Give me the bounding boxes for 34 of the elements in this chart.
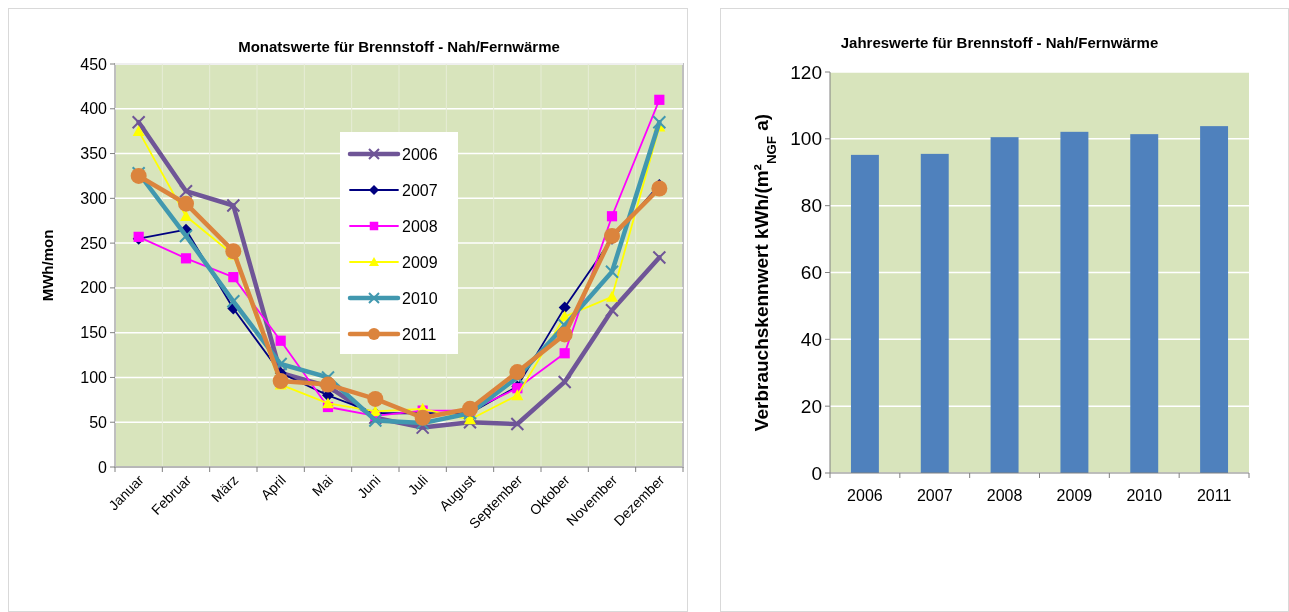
x-tick-label: Mai [308, 471, 337, 500]
x-tick-label: 2006 [847, 487, 883, 504]
x-tick-label: 2007 [916, 487, 953, 504]
chart-title: Jahreswerte für Brennstoff - Nah/Fernwärme [840, 34, 1159, 51]
x-tick-label: 2010 [1126, 487, 1163, 504]
x-tick-label: 2009 [1056, 487, 1093, 504]
legend-label: 2011 [402, 325, 437, 343]
y-tick-label: 100 [80, 369, 108, 387]
y-tick-label: 80 [800, 195, 822, 217]
x-tick-label: Juli [404, 471, 431, 498]
legend-label: 2010 [402, 289, 438, 307]
y-tick-label: 450 [80, 55, 108, 73]
x-tick-label: 2011 [1196, 487, 1232, 504]
y-tick-label: 350 [80, 145, 108, 163]
legend-label: 2007 [402, 181, 438, 199]
legend-label: 2009 [402, 253, 438, 271]
legend-label: 2006 [402, 145, 438, 163]
y-tick-label: 250 [80, 234, 108, 252]
y-tick-label: 300 [80, 189, 108, 207]
y-tick-label: 50 [89, 413, 108, 431]
y-tick-label: 200 [80, 279, 108, 297]
y-tick-label: 0 [811, 462, 822, 484]
y-tick-label: 60 [800, 262, 822, 284]
x-tick-label: 2008 [986, 487, 1023, 504]
y-tick-label: 150 [80, 324, 108, 342]
y-tick-label: 100 [790, 128, 822, 150]
y-tick-label: 0 [98, 458, 108, 476]
legend-label: 2008 [402, 217, 438, 235]
y-tick-label: 20 [800, 395, 822, 417]
chart-title: Monatswerte für Brennstoff - Nah/Fernwärme [238, 38, 560, 55]
y-tick-label: 120 [790, 61, 822, 83]
y-tick-label: 40 [800, 328, 822, 350]
y-axis-title: MWh/mon [39, 229, 56, 302]
y-tick-label: 400 [80, 100, 108, 118]
